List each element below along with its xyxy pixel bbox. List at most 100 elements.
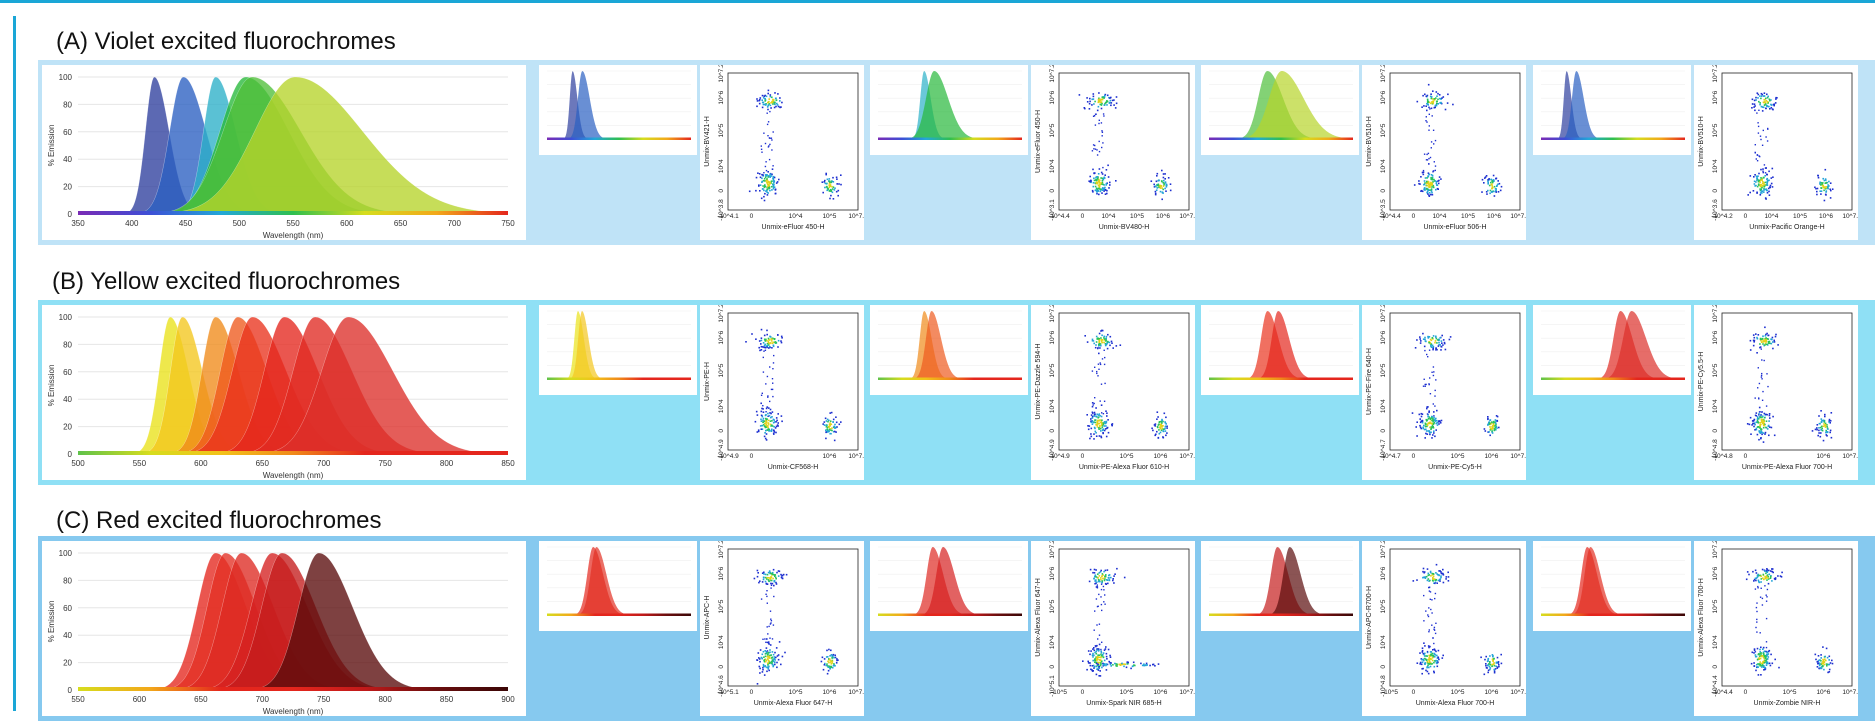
x-tick-label: 0 — [1081, 453, 1085, 460]
event-dot — [1825, 179, 1827, 181]
event-dot — [1416, 435, 1418, 437]
event-dot — [829, 197, 831, 200]
event-dot — [1098, 343, 1101, 345]
event-dot — [1103, 96, 1106, 98]
event-dot — [1158, 421, 1161, 423]
event-dot — [1162, 188, 1164, 191]
event-dot — [1432, 348, 1434, 351]
event-dot — [1426, 579, 1429, 582]
event-dot — [765, 422, 767, 425]
event-dot — [1759, 651, 1761, 653]
event-dot — [1823, 663, 1826, 666]
event-dot — [1091, 339, 1094, 342]
event-dot — [1121, 662, 1123, 665]
mini-spectrum — [539, 65, 697, 155]
event-dot — [1115, 663, 1117, 665]
event-dot — [1433, 653, 1436, 655]
event-dot — [1102, 432, 1104, 434]
event-dot — [1831, 662, 1834, 665]
event-dot — [835, 421, 838, 424]
event-dot — [829, 185, 831, 187]
event-dot — [1759, 425, 1761, 428]
event-dot — [1166, 425, 1168, 428]
event-dot — [1762, 177, 1765, 179]
event-dot — [761, 407, 763, 410]
event-dot — [1090, 414, 1093, 416]
event-dot — [1766, 655, 1768, 657]
event-dot — [830, 429, 832, 431]
event-dot — [769, 578, 771, 581]
event-dot — [1827, 186, 1829, 188]
event-dot — [831, 180, 833, 183]
event-dot — [832, 426, 835, 429]
unmixed-dot-plot: 10^7.210^610^510^40-10^3.5-10^4.4 0 10^4 10… — [1362, 65, 1526, 240]
event-dot — [1429, 657, 1431, 660]
event-dot — [1158, 429, 1160, 431]
y-tick-label: 10^4 — [718, 635, 725, 649]
event-dot — [1766, 173, 1768, 176]
event-dot — [1774, 578, 1777, 580]
event-dot — [1435, 659, 1437, 662]
event-dot — [1489, 662, 1491, 664]
event-dot — [1761, 433, 1763, 436]
event-dot — [1104, 578, 1106, 580]
event-dot — [774, 189, 777, 191]
event-dot — [823, 664, 826, 666]
event-dot — [1768, 420, 1770, 422]
event-dot — [1098, 343, 1100, 346]
event-dot — [1419, 661, 1422, 664]
event-dot — [1105, 183, 1108, 185]
event-dot — [1105, 335, 1108, 338]
event-dot — [766, 123, 769, 126]
event-dot — [1091, 402, 1094, 404]
event-dot — [1097, 363, 1100, 365]
emission-curve — [1541, 311, 1685, 379]
event-dot — [1098, 634, 1101, 636]
event-dot — [1434, 632, 1437, 635]
event-dot — [1425, 432, 1427, 435]
event-dot — [1097, 661, 1099, 664]
event-dot — [1089, 181, 1091, 183]
event-dot — [1761, 190, 1764, 192]
event-dot — [1771, 570, 1773, 573]
event-dot — [1489, 429, 1492, 431]
event-dot — [770, 662, 772, 665]
event-dot — [1130, 667, 1132, 670]
event-dot — [1488, 663, 1490, 665]
event-dot — [1430, 93, 1432, 95]
event-dot — [1816, 190, 1818, 193]
wavelength-color-bar — [78, 687, 508, 691]
event-dot — [767, 146, 770, 148]
event-dot — [1094, 430, 1097, 433]
unmixed-dot-plot: 10^7.210^610^510^40-10^4.8-10^4.8 0 10^6 10… — [1694, 305, 1858, 480]
event-dot — [831, 429, 833, 432]
event-dot — [1759, 421, 1761, 424]
event-dot — [765, 169, 768, 172]
event-dot — [1749, 416, 1752, 419]
event-dot — [771, 425, 774, 427]
event-dot — [1765, 198, 1767, 200]
event-dot — [1097, 176, 1099, 179]
event-dot — [1763, 669, 1765, 671]
event-dot — [1433, 628, 1435, 630]
x-tick-label: 450 — [179, 219, 193, 228]
event-dot — [1105, 101, 1108, 104]
event-dot — [1765, 658, 1768, 661]
event-dot — [1826, 435, 1828, 437]
event-dot — [767, 419, 770, 422]
event-dot — [1093, 568, 1096, 571]
event-dot — [1436, 339, 1439, 341]
event-dot — [1094, 397, 1096, 399]
event-dot — [1134, 664, 1136, 667]
event-dot — [1753, 425, 1755, 428]
event-dot — [1761, 93, 1764, 96]
event-dot — [780, 335, 783, 338]
event-dot — [1764, 102, 1767, 104]
event-dot — [1752, 422, 1754, 425]
y-tick-label: 80 — [63, 340, 72, 349]
event-dot — [1427, 189, 1430, 191]
y-tick-label: 0 — [1049, 665, 1056, 669]
event-dot — [758, 581, 760, 584]
x-tick-label: 10^6 — [1156, 213, 1170, 220]
event-dot — [770, 182, 772, 184]
